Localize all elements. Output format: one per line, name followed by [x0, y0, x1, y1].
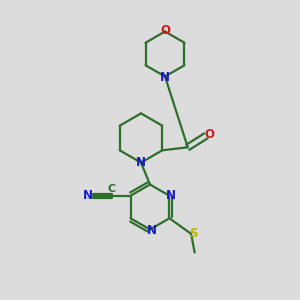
- Text: N: N: [166, 189, 176, 202]
- Text: N: N: [146, 224, 157, 237]
- Text: O: O: [204, 128, 214, 141]
- Text: N: N: [160, 70, 170, 84]
- Text: C: C: [108, 184, 116, 194]
- Text: N: N: [135, 156, 146, 169]
- Text: S: S: [189, 227, 197, 240]
- Text: O: O: [160, 24, 170, 37]
- Text: N: N: [83, 189, 93, 202]
